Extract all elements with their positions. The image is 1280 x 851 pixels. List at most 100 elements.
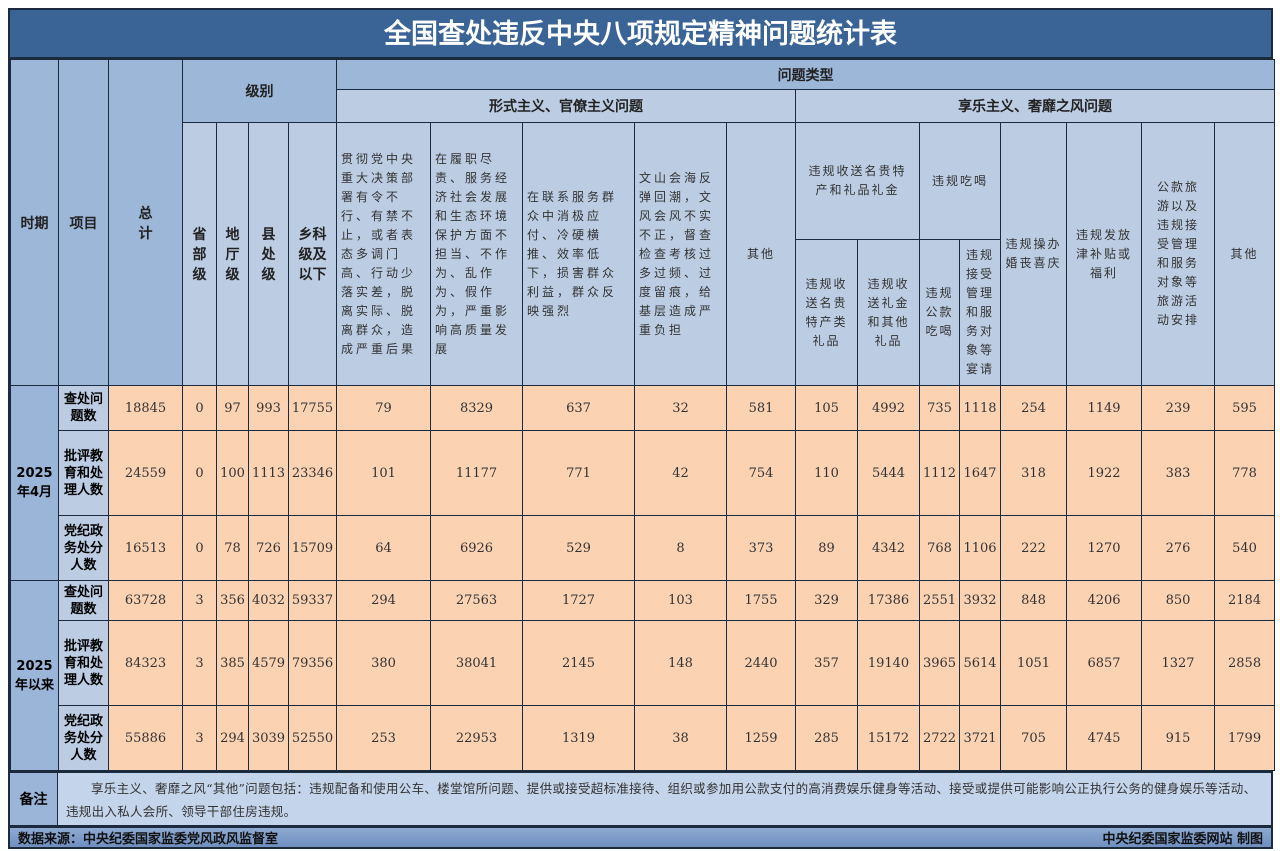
note-section: 备注 享乐主义、奢靡之风“其他”问题包括：违规配备和使用公车、楼堂馆所问题、提供… bbox=[10, 771, 1271, 825]
source-bar: 数据来源：中央纪委国家监委党风政风监督室 中央纪委国家监委网站 制图 bbox=[10, 825, 1271, 847]
table-row: 党纪政务处分人数 16513 0 78 726 15709 64 6926 529 8 373 89 4… bbox=[11, 515, 1276, 581]
value-cell: 1727 bbox=[522, 580, 635, 621]
value-cell: 59337 bbox=[288, 580, 337, 621]
header-hedonism: 享乐主义、奢靡之风问题 bbox=[794, 89, 1276, 123]
value-cell: 8329 bbox=[430, 385, 523, 431]
value-cell: 17755 bbox=[288, 385, 337, 431]
value-cell: 2184 bbox=[1213, 580, 1276, 621]
value-cell: 79 bbox=[336, 385, 431, 431]
page-title: 全国查处违反中央八项规定精神问题统计表 bbox=[10, 10, 1271, 59]
value-cell: 5444 bbox=[857, 430, 920, 516]
value-cell: 19140 bbox=[857, 620, 920, 706]
value-cell: 3 bbox=[182, 705, 217, 771]
value-cell: 1270 bbox=[1066, 515, 1142, 581]
header-dining: 违规吃喝 bbox=[919, 122, 1001, 240]
value-cell: 357 bbox=[795, 620, 858, 706]
value-cell: 294 bbox=[336, 580, 431, 621]
value-cell: 110 bbox=[795, 430, 858, 516]
header-gifts: 违规收送名贵特产和礼品礼金 bbox=[795, 122, 920, 240]
header-level-township: 乡科级及以下 bbox=[288, 122, 337, 386]
value-cell: 4745 bbox=[1066, 705, 1142, 771]
value-cell: 1647 bbox=[959, 430, 1001, 516]
value-cell: 27563 bbox=[430, 580, 523, 621]
note-text: 享乐主义、奢靡之风“其他”问题包括：违规配备和使用公车、楼堂馆所问题、提供或接受… bbox=[66, 781, 1257, 819]
header-gifts-specialties: 违规收送名贵特产类礼品 bbox=[795, 239, 858, 386]
value-cell: 0 bbox=[182, 515, 217, 581]
item-cell: 党纪政务处分人数 bbox=[58, 705, 109, 771]
value-cell: 1118 bbox=[959, 385, 1001, 431]
header-formalism-col-3: 在联系服务群众中消极应付、冷硬横推、效率低下，损害群众利益，群众反映强烈 bbox=[522, 122, 635, 386]
period-cell: 2025年4月 bbox=[10, 385, 59, 581]
header-formalism: 形式主义、官僚主义问题 bbox=[336, 89, 796, 123]
value-cell: 148 bbox=[634, 620, 727, 706]
value-cell: 254 bbox=[1000, 385, 1067, 431]
header-gifts-cash: 违规收送礼金和其他礼品 bbox=[857, 239, 920, 386]
value-cell: 2440 bbox=[726, 620, 796, 706]
value-cell: 1319 bbox=[522, 705, 635, 771]
value-cell: 64 bbox=[336, 515, 431, 581]
value-cell: 253 bbox=[336, 705, 431, 771]
value-cell: 3 bbox=[182, 580, 217, 621]
header-total: 总计 bbox=[108, 59, 183, 386]
header-allowances: 违规发放津补贴或福利 bbox=[1066, 122, 1142, 386]
value-cell: 3 bbox=[182, 620, 217, 706]
item-cell: 查处问题数 bbox=[58, 580, 109, 621]
producer-credit: 中央纪委国家监委网站 制图 bbox=[1102, 832, 1263, 847]
value-cell: 329 bbox=[795, 580, 858, 621]
value-cell: 4579 bbox=[248, 620, 289, 706]
value-cell: 3965 bbox=[919, 620, 960, 706]
value-cell: 1112 bbox=[919, 430, 960, 516]
value-cell: 97 bbox=[216, 385, 249, 431]
value-cell: 101 bbox=[336, 430, 431, 516]
value-cell: 23346 bbox=[288, 430, 337, 516]
value-cell: 63728 bbox=[108, 580, 183, 621]
value-cell: 2858 bbox=[1213, 620, 1276, 706]
value-cell: 4992 bbox=[857, 385, 920, 431]
value-cell: 89 bbox=[795, 515, 858, 581]
value-cell: 17386 bbox=[857, 580, 920, 621]
value-cell: 0 bbox=[182, 385, 217, 431]
value-cell: 2145 bbox=[522, 620, 635, 706]
value-cell: 239 bbox=[1141, 385, 1215, 431]
value-cell: 848 bbox=[1000, 580, 1067, 621]
table-row: 2025年以来 查处问题数 63728 3 356 4032 59337 294 27563 17… bbox=[10, 580, 1276, 771]
value-cell: 22953 bbox=[430, 705, 523, 771]
value-cell: 38 bbox=[634, 705, 727, 771]
value-cell: 103 bbox=[634, 580, 727, 621]
value-cell: 15709 bbox=[288, 515, 337, 581]
header-formalism-other: 其他 bbox=[726, 122, 796, 386]
value-cell: 285 bbox=[795, 705, 858, 771]
header-travel: 公款旅游以及违规接受管理和服务对象等旅游活动安排 bbox=[1141, 122, 1215, 386]
value-cell: 42 bbox=[634, 430, 727, 516]
value-cell: 3721 bbox=[959, 705, 1001, 771]
header-level-province: 省部级 bbox=[182, 122, 217, 386]
value-cell: 540 bbox=[1213, 515, 1276, 581]
value-cell: 529 bbox=[522, 515, 635, 581]
value-cell: 318 bbox=[1000, 430, 1067, 516]
value-cell: 222 bbox=[1000, 515, 1067, 581]
value-cell: 4342 bbox=[857, 515, 920, 581]
value-cell: 105 bbox=[795, 385, 858, 431]
value-cell: 771 bbox=[522, 430, 635, 516]
value-cell: 100 bbox=[216, 430, 249, 516]
value-cell: 6857 bbox=[1066, 620, 1142, 706]
value-cell: 4206 bbox=[1066, 580, 1142, 621]
value-cell: 1327 bbox=[1141, 620, 1215, 706]
value-cell: 595 bbox=[1213, 385, 1276, 431]
item-cell: 批评教育和处理人数 bbox=[58, 430, 109, 516]
value-cell: 1106 bbox=[959, 515, 1001, 581]
value-cell: 276 bbox=[1141, 515, 1215, 581]
table-row: 批评教育和处理人数 84323 3 385 4579 79356 380 38041 2145 1… bbox=[11, 620, 1276, 706]
value-cell: 4032 bbox=[248, 580, 289, 621]
header-weddings-funerals: 违规操办婚丧喜庆 bbox=[1000, 122, 1067, 386]
value-cell: 18845 bbox=[108, 385, 183, 431]
value-cell: 79356 bbox=[288, 620, 337, 706]
value-cell: 735 bbox=[919, 385, 960, 431]
header-problem-type: 问题类型 bbox=[335, 59, 1276, 90]
item-cell: 批评教育和处理人数 bbox=[58, 620, 109, 706]
value-cell: 5614 bbox=[959, 620, 1001, 706]
value-cell: 1051 bbox=[1000, 620, 1067, 706]
item-cell: 党纪政务处分人数 bbox=[58, 515, 109, 581]
value-cell: 24559 bbox=[108, 430, 183, 516]
value-cell: 581 bbox=[726, 385, 796, 431]
